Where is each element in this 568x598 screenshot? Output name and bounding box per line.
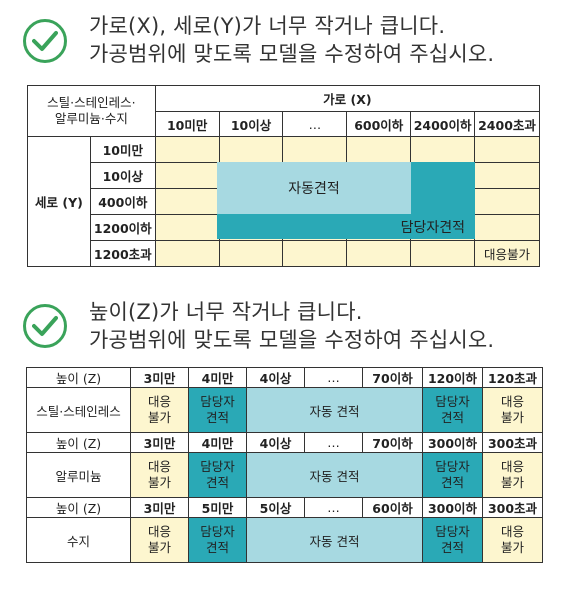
z-header: 높이 (Z) [26,432,131,453]
y-row-header: 400이하 [89,188,156,215]
grid-cell [218,240,284,267]
z-col-header: 4미만 [188,432,247,453]
z-col-header: 120초과 [482,367,543,388]
y-row-header: 1200초과 [89,240,156,267]
z-col-header: 4이상 [246,367,305,388]
material-label: 스틸·스테인레스 [26,387,131,433]
grid-cell [282,240,348,267]
message-line-1: 가로(X), 세로(Y)가 너무 작거나 큽니다. [89,14,446,38]
z-col-header: 300초과 [482,497,543,518]
z-col-header: … [304,432,363,453]
y-row-header: 1200이하 [89,214,156,241]
grid-cell [474,188,540,215]
grid-cell [410,240,476,267]
auto-quote-cell: 자동 견적 [246,517,423,563]
grid-cell [154,136,220,163]
staff-quote-cell: 담당자 견적 [422,517,483,563]
error-message-xy: 가로(X), 세로(Y)가 너무 작거나 큽니다. 가공범위에 맞도록 모델을 … [89,12,494,68]
unavailable-cell: 대응 불가 [130,517,189,563]
material-label: 수지 [26,517,131,563]
staff-quote-cell: 담당자 견적 [188,387,247,433]
z-col-header: 5미만 [188,497,247,518]
y-axis-header: 세로 (Y) [27,136,91,267]
grid-cell [154,162,220,189]
z-col-header: … [304,497,363,518]
staff-quote-cell: 담당자 견적 [422,387,483,433]
z-header: 높이 (Z) [26,367,131,388]
auto-quote-region: 자동견적 [217,162,411,214]
grid-cell [474,162,540,189]
staff-quote-cell: 담당자 견적 [422,452,483,498]
unavailable-cell: 대응 불가 [130,452,189,498]
grid-cell [474,214,540,241]
z-col-header: 4이상 [246,432,305,453]
z-col-header: 4미만 [188,367,247,388]
unavailable-cell: 대응 불가 [482,387,543,433]
x-axis-header: 가로 (X) [154,85,541,112]
x-col-header: 600이하 [346,111,412,137]
unavailable-cell: 대응 불가 [130,387,189,433]
check-circle-icon [23,19,67,63]
material-label: 알루미늄 [26,452,131,498]
grid-cell [282,136,348,163]
z-col-header: 300초과 [482,432,543,453]
unavailable-cell: 대응 불가 [482,517,543,563]
x-col-header: 2400이하 [410,111,476,137]
y-row-header: 10이상 [89,162,156,189]
staff-quote-cell: 담당자 견적 [188,517,247,563]
grid-cell [154,188,220,215]
check-circle-icon [23,304,67,348]
staff-quote-label: 담당자견적 [400,219,465,236]
x-col-header: … [282,111,348,137]
z-table-wrapper: 높이 (Z) 3미만 4미만 4이상 … 70이하 120이하 120초과 스틸… [26,367,543,567]
z-header: 높이 (Z) [26,497,131,518]
z-col-header: 70이하 [362,367,423,388]
x-col-header: 10미만 [154,111,220,137]
grid-cell [154,214,220,241]
z-col-header: 3미만 [130,432,189,453]
grid-cell [346,240,412,267]
z-col-header: 3미만 [130,497,189,518]
z-col-header: 70이하 [362,432,423,453]
auto-quote-label: 자동견적 [288,181,340,197]
corner-header: 스틸·스테인레스· 알루미늄·수지 [27,85,156,137]
unavailable-cell: 대응 불가 [482,452,543,498]
z-col-header: 60이하 [362,497,423,518]
corner-line-1: 스틸·스테인레스· [47,95,136,110]
z-col-header: 300이하 [422,432,483,453]
grid-cell [218,136,284,163]
z-col-header: 5이상 [246,497,305,518]
staff-quote-cell: 담당자 견적 [188,452,247,498]
x-col-header: 10이상 [218,111,284,137]
y-row-header: 10미만 [89,136,156,163]
message-line-2: 가공범위에 맞도록 모델을 수정하여 주십시오. [89,328,495,352]
grid-cell [154,240,220,267]
corner-line-2: 알루미늄·수지 [54,111,128,126]
staff-quote-region: 담당자견적 [217,214,475,239]
z-col-header: 3미만 [130,367,189,388]
grid-cell [346,136,412,163]
z-col-header: 120이하 [422,367,483,388]
z-col-header: … [304,367,363,388]
auto-quote-cell: 자동 견적 [246,387,423,433]
auto-quote-cell: 자동 견적 [246,452,423,498]
xy-table-wrapper: 스틸·스테인레스· 알루미늄·수지 가로 (X) 10미만 10이상 … 600… [27,85,541,268]
z-range-table: 높이 (Z) 3미만 4미만 4이상 … 70이하 120이하 120초과 스틸… [26,367,543,563]
grid-cell [474,136,540,163]
grid-cell [410,136,476,163]
z-col-header: 300이하 [422,497,483,518]
message-line-2: 가공범위에 맞도록 모델을 수정하여 주십시오. [89,42,495,66]
x-col-header: 2400초과 [474,111,540,137]
message-line-1: 높이(Z)가 너무 작거나 큽니다. [89,300,363,324]
staff-quote-region-right [411,162,475,214]
error-message-z: 높이(Z)가 너무 작거나 큽니다. 가공범위에 맞도록 모델을 수정하여 주십… [89,298,494,354]
unavailable-cell: 대응불가 [474,240,540,267]
